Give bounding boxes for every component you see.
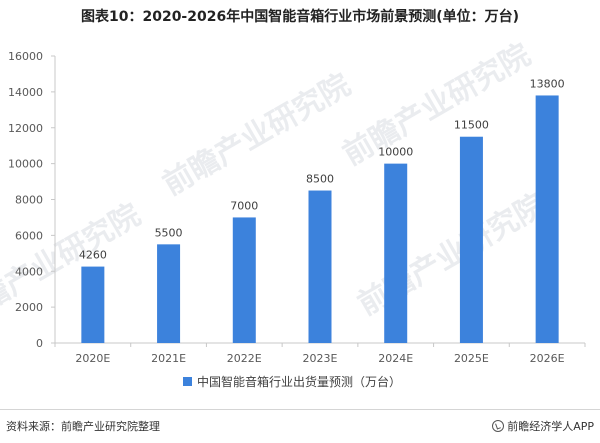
- x-tick-label: 2026E: [530, 352, 565, 365]
- data-label: 8500: [306, 173, 334, 186]
- brand-label: 前瞻经济学人APP: [507, 420, 594, 433]
- bar: [232, 217, 256, 343]
- y-tick-label: 6000: [15, 229, 43, 242]
- y-tick-label: 0: [36, 337, 43, 350]
- x-tick-label: 2021E: [151, 352, 186, 365]
- y-tick-label: 12000: [8, 122, 43, 135]
- y-tick-label: 16000: [8, 50, 43, 63]
- data-label: 4260: [79, 249, 107, 262]
- x-tick-label: 2022E: [227, 352, 262, 365]
- x-tick-label: 2024E: [378, 352, 413, 365]
- bar: [459, 136, 483, 343]
- legend-swatch: [183, 377, 192, 386]
- data-label: 7000: [230, 199, 258, 212]
- bar: [308, 190, 332, 343]
- x-tick-label: 2023E: [303, 352, 338, 365]
- bar: [535, 95, 559, 344]
- chart-title: 图表10：2020-2026年中国智能音箱行业市场前景预测(单位：万台): [80, 9, 520, 25]
- bar: [157, 244, 181, 343]
- bar-chart: 0 2000 4000 6000 8000 10000 12000 14000 16000 426…: [8, 50, 586, 389]
- y-tick-label: 2000: [15, 301, 43, 314]
- x-tick-label: 2020E: [75, 352, 110, 365]
- source-note: 资料来源：前瞻产业研究院整理: [6, 420, 160, 433]
- data-label: 10000: [378, 146, 413, 159]
- data-label: 13800: [530, 77, 565, 90]
- data-label: 5500: [155, 226, 183, 239]
- y-tick-label: 14000: [8, 86, 43, 99]
- bar: [384, 163, 408, 343]
- y-tick-label: 4000: [15, 265, 43, 278]
- qianzhan-logo-icon: [492, 420, 505, 432]
- data-label: 11500: [454, 119, 489, 132]
- footer-divider: [0, 409, 600, 410]
- brand-credit: 前瞻经济学人APP: [492, 418, 594, 434]
- y-tick-label: 8000: [15, 194, 43, 207]
- legend-label: 中国智能音箱行业出货量预测（万台）: [197, 374, 401, 389]
- y-tick-label: 10000: [8, 158, 43, 171]
- bar: [81, 266, 105, 343]
- x-tick-label: 2025E: [454, 352, 489, 365]
